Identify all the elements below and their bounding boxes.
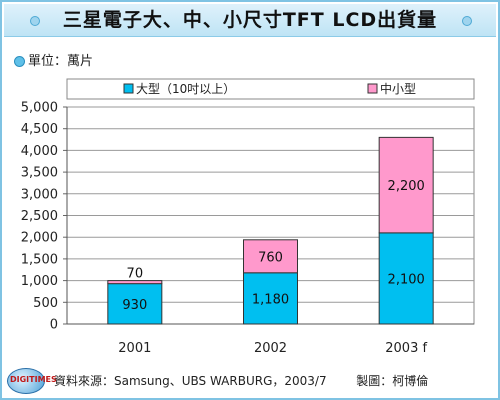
data-label: 2,200	[388, 179, 425, 194]
y-tick-label: 2,000	[21, 231, 58, 246]
x-tick-label: 2002	[254, 341, 287, 356]
bullet-icon	[14, 56, 25, 67]
bar-segment	[107, 283, 163, 325]
footer: 資料來源：Samsung、UBS WARBURG，2003/7 製圖：柯博倫	[54, 372, 428, 389]
x-tick-label: 2001	[118, 341, 151, 356]
decorative-dot-icon	[462, 16, 472, 26]
bar-segment	[378, 232, 434, 325]
data-label: 2,100	[388, 272, 425, 287]
y-tick-label: 4,500	[21, 122, 58, 137]
y-tick-label: 3,000	[21, 187, 58, 202]
source-text: 資料來源：Samsung、UBS WARBURG，2003/7	[54, 374, 327, 388]
legend-swatch	[123, 83, 134, 94]
data-label: 1,180	[252, 292, 289, 307]
title-bar: 三星電子大、中、小尺寸TFT LCD出貨量	[4, 4, 496, 37]
y-tick-label: 5,000	[21, 101, 58, 116]
y-tick-label: 0	[50, 318, 58, 333]
data-label: 930	[122, 298, 147, 313]
y-tick-label: 2,500	[21, 209, 58, 224]
y-tick-label: 1,000	[21, 274, 58, 289]
author-text: 製圖：柯博倫	[356, 374, 429, 388]
decorative-dot-icon	[30, 16, 40, 26]
legend-label: 大型（10吋以上）	[136, 82, 235, 96]
unit-label: 單位：萬片	[14, 50, 93, 69]
unit-text: 單位：萬片	[28, 54, 94, 69]
x-tick-label: 2003 f	[385, 341, 427, 356]
bar-segment	[243, 239, 298, 274]
bar-segment	[243, 272, 298, 325]
y-tick-label: 4,000	[21, 144, 58, 159]
data-label: 760	[258, 250, 283, 265]
y-tick-label: 3,500	[21, 166, 58, 181]
legend-swatch	[367, 83, 378, 94]
legend-label: 中小型	[380, 81, 416, 96]
logo-text: DIGITIMES	[10, 375, 57, 384]
data-label: 70	[127, 267, 144, 282]
y-tick-label: 1,500	[21, 252, 58, 267]
y-tick-label: 500	[33, 296, 58, 311]
bar-segment	[107, 280, 163, 285]
bar-segment	[378, 136, 434, 234]
digitimes-logo: DIGITIMES	[7, 368, 57, 394]
chart-title: 三星電子大、中、小尺寸TFT LCD出貨量	[62, 9, 438, 31]
